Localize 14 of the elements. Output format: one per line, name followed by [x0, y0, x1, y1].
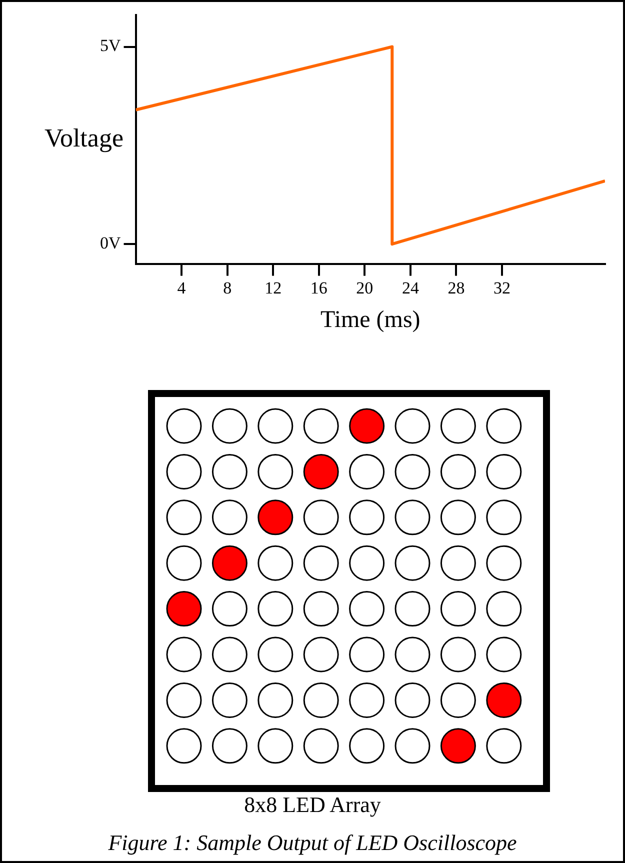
x-tick-label: 8 — [223, 278, 232, 298]
x-tick-label: 12 — [264, 278, 282, 298]
x-tick-label: 32 — [494, 278, 510, 298]
y-tick-label: 0V — [100, 234, 122, 253]
x-tick-label: 28 — [448, 278, 465, 298]
y-axis-title: Voltage — [44, 123, 124, 152]
y-tick-label: 5V — [100, 36, 122, 56]
x-tick-label: 20 — [356, 278, 374, 298]
text: 8x8 LED Array — [243, 792, 382, 818]
x-tick-label: 4 — [177, 278, 186, 298]
x-axis-title: Time (ms) — [320, 306, 420, 333]
x-tick-label: 16 — [310, 278, 328, 298]
caption: Figure 1: Sample Output of LED Oscilloscope — [107, 830, 518, 856]
x-tick-label: 24 — [402, 278, 420, 298]
